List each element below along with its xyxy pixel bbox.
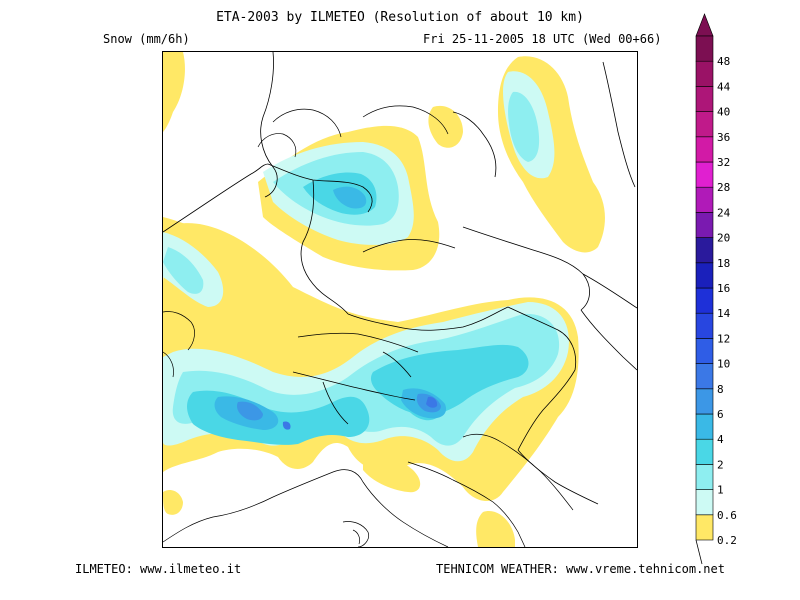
- colorbar-label: 28: [717, 181, 730, 194]
- variable-label: Snow (mm/6h): [103, 32, 190, 46]
- colorbar-label: 24: [717, 206, 731, 219]
- colorbar-label: 6: [717, 408, 724, 421]
- colorbar-label: 0.6: [717, 509, 737, 522]
- colorbar-label: 16: [717, 282, 730, 295]
- colorbar-label: 44: [717, 80, 731, 93]
- colorbar-swatch: [695, 35, 714, 62]
- colorbar-swatch: [695, 514, 714, 541]
- colorbar-label: 8: [717, 383, 724, 396]
- snow-layer-deepest: [282, 396, 438, 430]
- colorbar-swatch: [695, 161, 714, 188]
- colorbar-label: 48: [717, 55, 730, 68]
- colorbar-swatch: [695, 312, 714, 339]
- colorbar-swatch: [695, 212, 714, 238]
- valid-time-label: Fri 25-11-2005 18 UTC (Wed 00+66): [423, 32, 662, 46]
- colorbar-swatch: [695, 489, 714, 516]
- colorbar-label: 14: [717, 307, 731, 320]
- coastlines: [163, 105, 574, 547]
- chart-title: ETA-2003 by ILMETEO (Resolution of about…: [216, 10, 584, 25]
- colorbar-swatch: [695, 186, 714, 213]
- colorbar-swatch: [695, 237, 714, 264]
- colorbar-bottom-pointer: [695, 539, 703, 565]
- colorbar-label: 1: [717, 484, 724, 497]
- colorbar-swatch: [695, 413, 714, 440]
- colorbar-label: 10: [717, 358, 730, 371]
- colorbar-label: 32: [717, 156, 730, 169]
- colorbar-swatch: [695, 262, 714, 289]
- colorbar-swatch: [695, 136, 714, 163]
- colorbar-swatch: [695, 338, 714, 364]
- footer-right-credit: TEHNICOM WEATHER: www.vreme.tehnicom.net: [436, 562, 725, 576]
- country-borders: [163, 52, 637, 505]
- colorbar-swatch: [695, 438, 714, 465]
- colorbar-label: 0.2: [717, 534, 737, 547]
- colorbar-label: 4: [717, 433, 724, 446]
- colorbar-swatch: [695, 86, 714, 112]
- colorbar-swatch: [695, 60, 714, 87]
- colorbar-swatch: [695, 464, 714, 490]
- colorbar-label: 18: [717, 257, 730, 270]
- footer-left-credit: ILMETEO: www.ilmeteo.it: [75, 562, 242, 576]
- colorbar-swatch: [695, 111, 714, 138]
- colorbar-label: 40: [717, 106, 730, 119]
- colorbar-top-arrow: [695, 13, 714, 37]
- colorbar-swatch: [695, 287, 714, 314]
- snow-fields: [163, 52, 605, 547]
- snow-forecast-map: [162, 51, 638, 548]
- colorbar-label: 12: [717, 332, 730, 345]
- colorbar-label: 20: [717, 232, 730, 245]
- colorbar-swatch: [695, 388, 714, 415]
- colorbar-label: 2: [717, 458, 724, 471]
- colorbar-swatch: [695, 363, 714, 390]
- colorbar-label: 36: [717, 131, 730, 144]
